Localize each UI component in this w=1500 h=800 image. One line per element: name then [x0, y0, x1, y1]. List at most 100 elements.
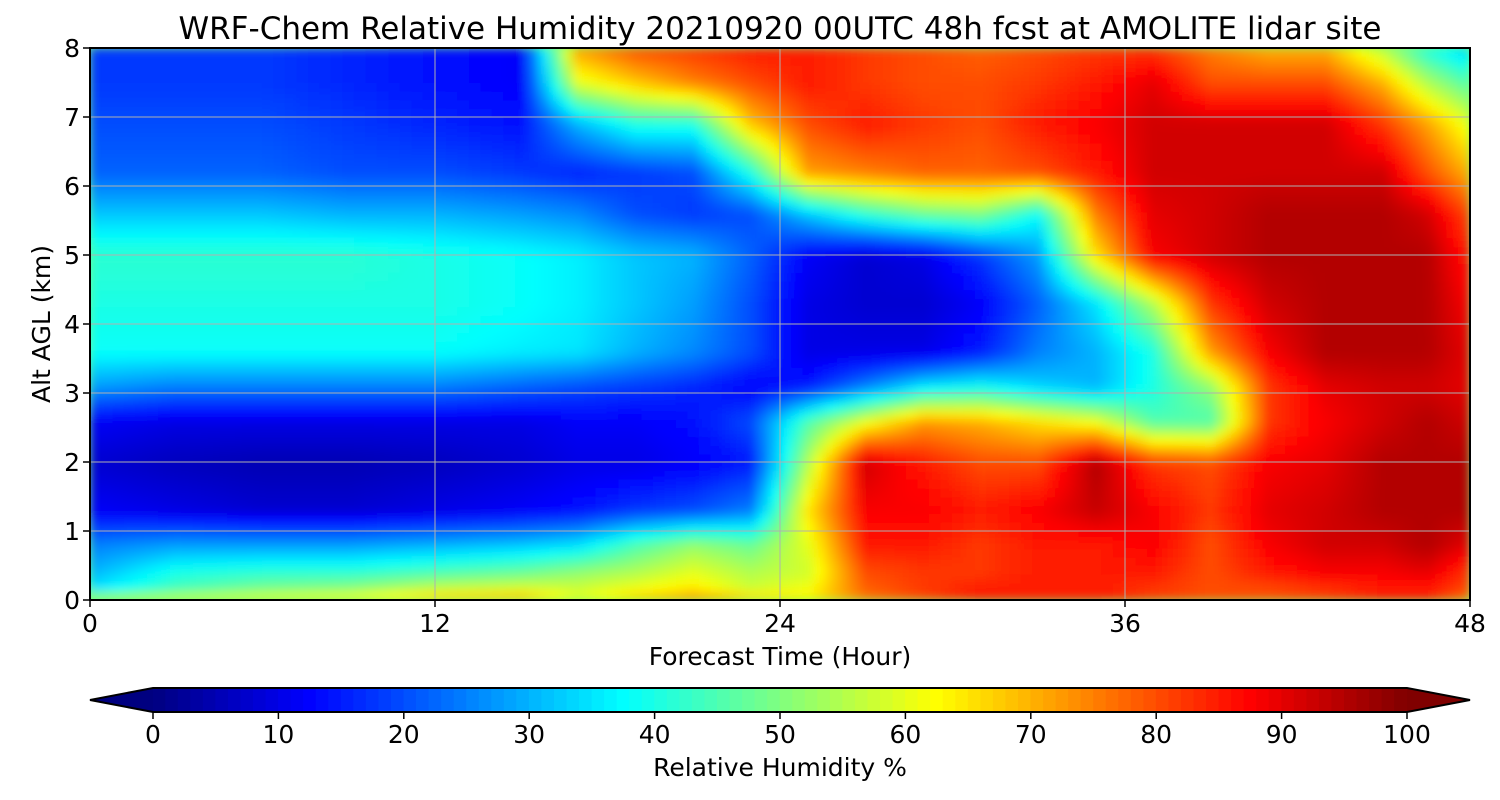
heatmap-cell: [721, 409, 735, 420]
heatmap-cell: [549, 461, 563, 472]
heatmap-cell: [1354, 539, 1368, 549]
heatmap-cell: [1446, 357, 1460, 368]
heatmap-cell: [261, 582, 275, 592]
heatmap-cell: [1135, 332, 1149, 342]
heatmap-cell: [1411, 478, 1425, 489]
heatmap-cell: [468, 323, 482, 334]
heatmap-cell: [1388, 306, 1402, 316]
heatmap-cell: [1400, 375, 1414, 385]
heatmap-cell: [767, 314, 781, 325]
heatmap-cell: [319, 418, 333, 429]
heatmap-cell: [307, 590, 321, 600]
heatmap-cell: [756, 288, 770, 299]
heatmap-cell: [1285, 409, 1299, 420]
heatmap-cell: [1032, 383, 1046, 394]
heatmap-cell: [238, 426, 252, 437]
heatmap-cell: [629, 323, 643, 334]
heatmap-cell: [1181, 426, 1195, 437]
heatmap-cell: [802, 357, 816, 368]
heatmap-cell: [1043, 392, 1057, 403]
heatmap-cell: [158, 513, 172, 523]
heatmap-cell: [411, 349, 425, 360]
heatmap-cell: [457, 306, 471, 316]
heatmap-cell: [411, 418, 425, 429]
heatmap-cell: [606, 504, 620, 515]
heatmap-cell: [123, 401, 137, 411]
heatmap-cell: [606, 573, 620, 584]
heatmap-cell: [917, 254, 931, 265]
heatmap-cell: [813, 452, 827, 463]
heatmap-cell: [1135, 478, 1149, 489]
heatmap-cell: [296, 280, 310, 291]
heatmap-cell: [1227, 539, 1241, 549]
heatmap-cell: [836, 470, 850, 480]
heatmap-cell: [158, 357, 172, 368]
heatmap-cell: [1400, 513, 1414, 523]
heatmap-cell: [664, 383, 678, 394]
heatmap-cell: [284, 263, 298, 273]
heatmap-cell: [1101, 547, 1115, 558]
heatmap-cell: [296, 435, 310, 446]
heatmap-cell: [1216, 245, 1230, 256]
heatmap-cell: [974, 452, 988, 463]
heatmap-cell: [1204, 478, 1218, 489]
heatmap-cell: [1308, 487, 1322, 498]
heatmap-cell: [526, 547, 540, 558]
heatmap-cell: [192, 539, 206, 549]
heatmap-cell: [307, 271, 321, 282]
heatmap-cell: [526, 564, 540, 575]
heatmap-cell: [928, 547, 942, 558]
heatmap-cell: [1009, 513, 1023, 523]
heatmap-cell: [411, 280, 425, 291]
heatmap-cell: [836, 314, 850, 325]
heatmap-cell: [1400, 461, 1414, 472]
heatmap-cell: [802, 314, 816, 325]
heatmap-cell: [882, 426, 896, 437]
heatmap-cell: [1319, 297, 1333, 308]
heatmap-cell: [963, 280, 977, 291]
heatmap-cell: [422, 254, 436, 265]
heatmap-cell: [90, 487, 103, 498]
heatmap-cell: [319, 288, 333, 299]
heatmap-cell: [744, 539, 758, 549]
heatmap-cell: [1066, 280, 1080, 291]
heatmap-cell: [1020, 314, 1034, 325]
heatmap-cell: [1377, 539, 1391, 549]
heatmap-cell: [756, 306, 770, 316]
heatmap-cell: [1158, 288, 1172, 299]
heatmap-cell: [698, 582, 712, 592]
heatmap-cell: [1262, 383, 1276, 394]
heatmap-cell: [986, 444, 1000, 454]
heatmap-cell: [411, 375, 425, 385]
heatmap-cell: [1032, 487, 1046, 498]
heatmap-cell: [1308, 314, 1322, 325]
heatmap-cell: [986, 332, 1000, 342]
heatmap-cell: [572, 263, 586, 273]
heatmap-cell: [181, 254, 195, 265]
heatmap-cell: [836, 444, 850, 454]
heatmap-cell: [1043, 401, 1057, 411]
heatmap-cell: [342, 297, 356, 308]
heatmap-cell: [204, 530, 218, 541]
heatmap-cell: [1055, 495, 1069, 506]
heatmap-cell: [974, 297, 988, 308]
heatmap-cell: [1319, 530, 1333, 541]
heatmap-cell: [457, 435, 471, 446]
heatmap-cell: [112, 349, 126, 360]
heatmap-cell: [698, 547, 712, 558]
heatmap-cell: [434, 288, 448, 299]
heatmap-cell: [687, 418, 701, 429]
heatmap-cell: [733, 590, 747, 600]
heatmap-cell: [756, 504, 770, 515]
heatmap-cell: [664, 366, 678, 377]
heatmap-cell: [1020, 495, 1034, 506]
heatmap-cell: [940, 495, 954, 506]
heatmap-cell: [1181, 263, 1195, 273]
heatmap-cell: [560, 556, 574, 567]
heatmap-cell: [767, 435, 781, 446]
heatmap-cell: [388, 288, 402, 299]
heatmap-cell: [1285, 349, 1299, 360]
heatmap-cell: [1388, 340, 1402, 351]
heatmap-cell: [652, 280, 666, 291]
heatmap-cell: [997, 263, 1011, 273]
